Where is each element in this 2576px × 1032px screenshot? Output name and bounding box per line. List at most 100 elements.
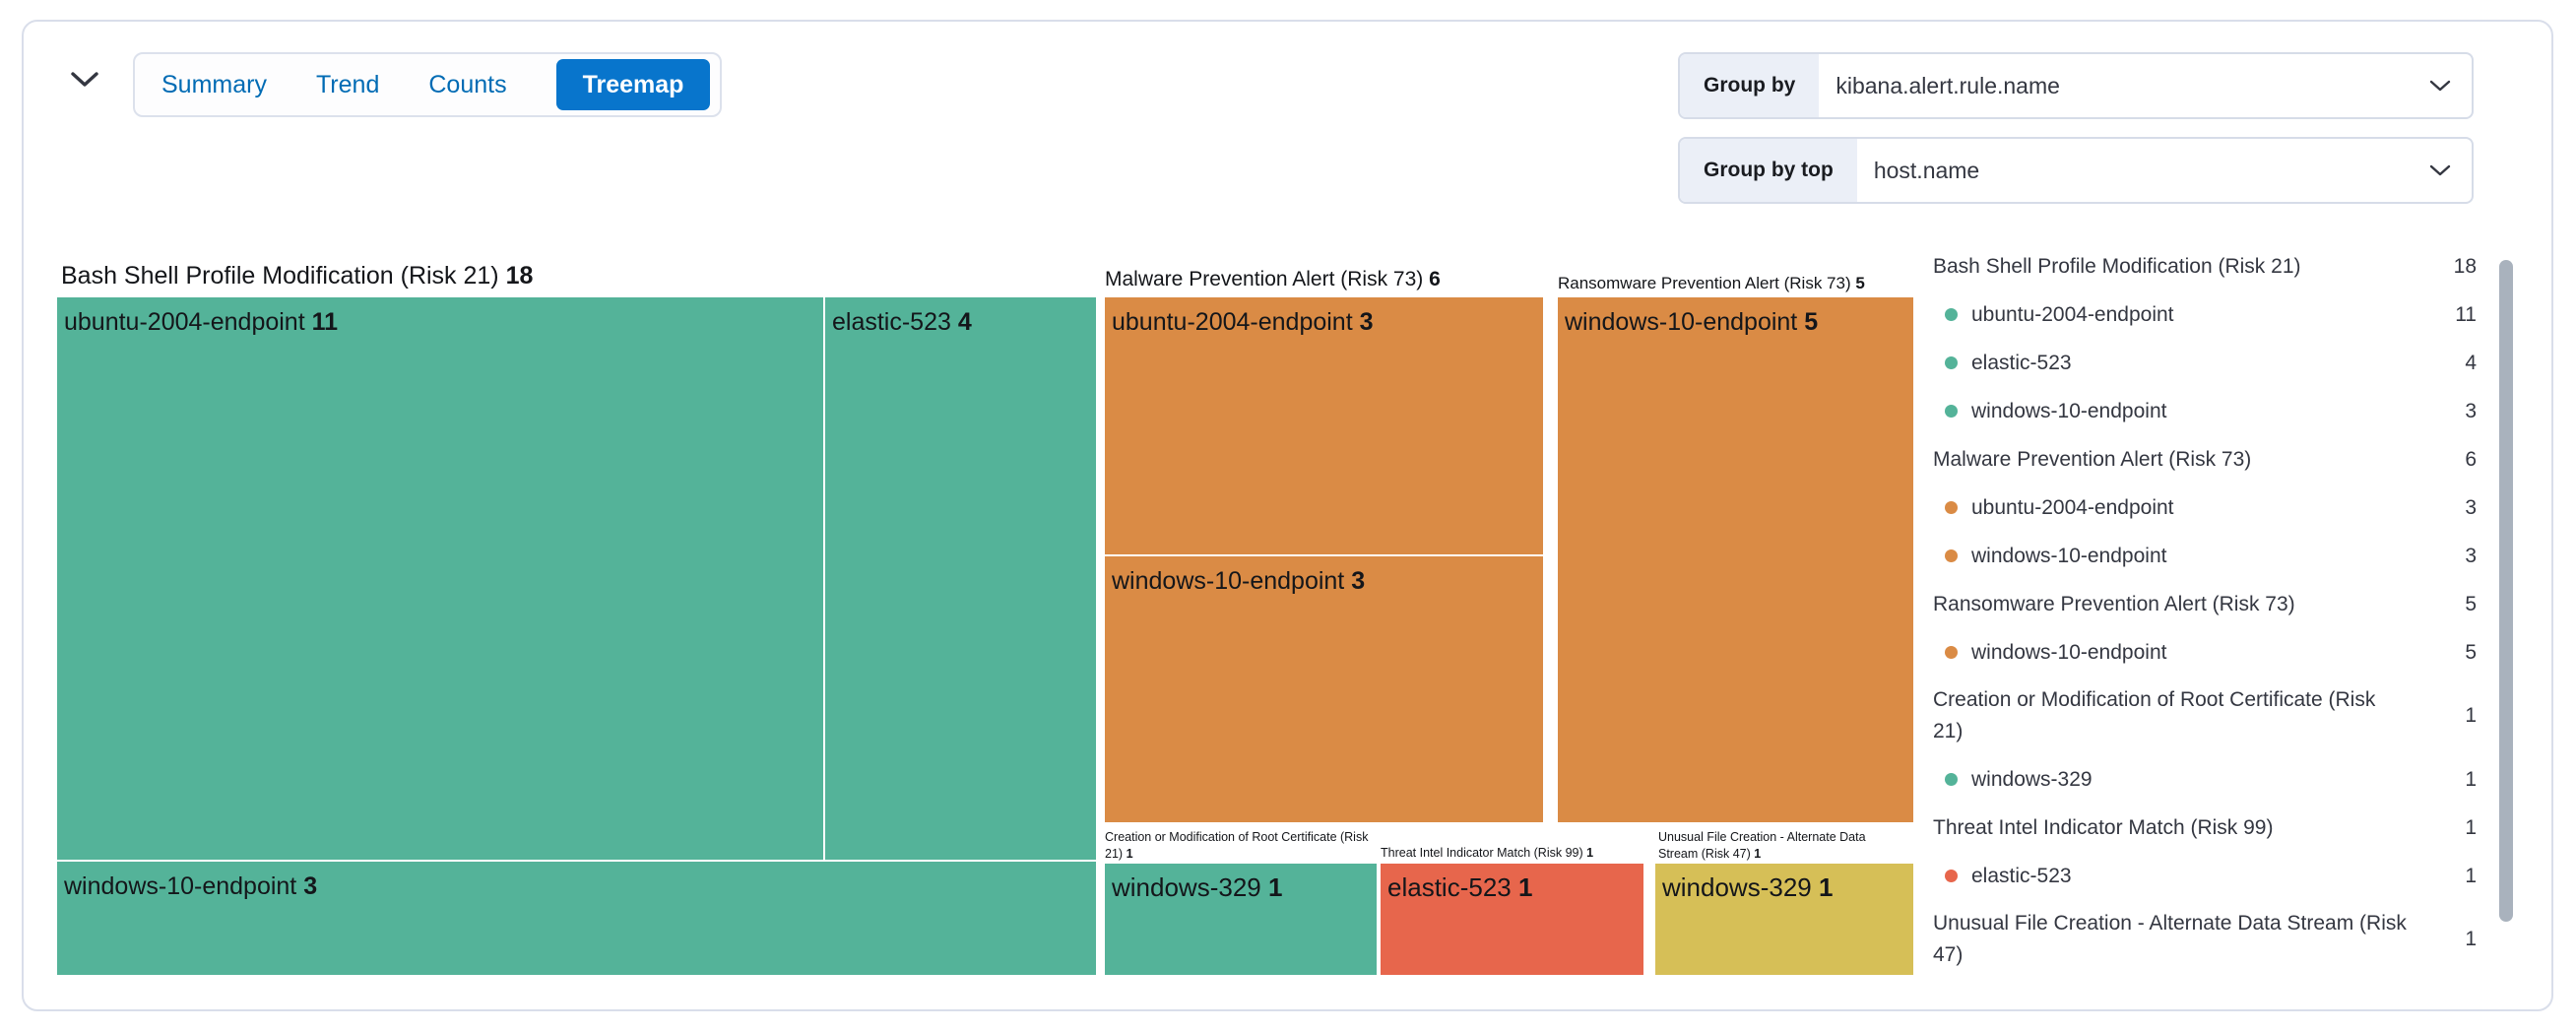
legend-row[interactable]: Ransomware Prevention Alert (Risk 73) 5 xyxy=(1933,580,2477,628)
legend-row[interactable]: Bash Shell Profile Modification (Risk 21… xyxy=(1933,242,2477,290)
tile-count: 3 xyxy=(303,872,318,900)
tile-count: 5 xyxy=(1804,308,1819,336)
group-by-top-select[interactable]: Group by top host.name xyxy=(1678,137,2474,204)
group-header-label: Threat Intel Indicator Match (Risk 99) xyxy=(1381,846,1583,860)
tab-counts[interactable]: Counts xyxy=(428,70,507,98)
legend-value: 18 xyxy=(2453,254,2477,278)
tab-summary[interactable]: Summary xyxy=(161,70,267,98)
group-header-count: 5 xyxy=(1855,274,1865,292)
legend-row[interactable]: windows-10-endpoint 5 xyxy=(1933,628,2477,677)
chart-legend: Bash Shell Profile Modification (Risk 21… xyxy=(1933,242,2477,979)
legend-value: 1 xyxy=(2465,767,2477,791)
legend-label: Malware Prevention Alert (Risk 73) xyxy=(1933,447,2252,471)
treemap-tile[interactable]: ubuntu-2004-endpoint 3 xyxy=(1105,297,1543,554)
group-by-top-label: Group by top xyxy=(1680,139,1857,202)
legend-value: 3 xyxy=(2465,544,2477,567)
treemap-tile[interactable]: elastic-523 1 xyxy=(1381,864,1643,975)
legend-color-dot xyxy=(1945,870,1958,882)
legend-label: elastic-523 xyxy=(1971,351,2072,374)
tab-trend[interactable]: Trend xyxy=(315,70,380,98)
treemap-tile[interactable]: windows-10-endpoint 3 xyxy=(57,862,1096,975)
legend-value: 1 xyxy=(2465,864,2477,887)
chevron-down-icon xyxy=(2428,54,2472,117)
legend-scrollbar-thumb[interactable] xyxy=(2499,260,2513,922)
treemap-group-header: Creation or Modification of Root Certifi… xyxy=(1105,829,1388,862)
legend-label: windows-10-endpoint xyxy=(1971,544,2167,567)
tile-count: 1 xyxy=(1818,872,1834,902)
legend-value: 11 xyxy=(2455,302,2477,326)
legend-label: Creation or Modification of Root Certifi… xyxy=(1933,688,2376,742)
group-by-label: Group by xyxy=(1680,54,1820,117)
legend-row[interactable]: windows-10-endpoint 3 xyxy=(1933,532,2477,580)
treemap-group-header: Threat Intel Indicator Match (Risk 99) 1 xyxy=(1381,845,1656,862)
tab-treemap[interactable]: Treemap xyxy=(555,59,711,110)
treemap-tile[interactable]: windows-10-endpoint 3 xyxy=(1105,556,1543,822)
legend-label: Bash Shell Profile Modification (Risk 21… xyxy=(1933,254,2301,278)
legend-row[interactable]: Threat Intel Indicator Match (Risk 99) 1 xyxy=(1933,804,2477,852)
legend-row[interactable]: windows-10-endpoint 3 xyxy=(1933,387,2477,435)
legend-value: 5 xyxy=(2465,640,2477,664)
legend-label: ubuntu-2004-endpoint xyxy=(1971,302,2174,326)
tile-host-label: ubuntu-2004-endpoint xyxy=(1112,308,1353,336)
alerts-view-tab-group: Summary Trend Counts Treemap xyxy=(133,52,722,117)
treemap-group-header: Bash Shell Profile Modification (Risk 21… xyxy=(61,262,533,290)
group-header-count: 6 xyxy=(1429,268,1441,290)
tile-count: 11 xyxy=(311,308,339,336)
legend-color-dot xyxy=(1945,405,1958,418)
group-header-count: 1 xyxy=(1754,846,1762,861)
treemap-tile[interactable]: windows-329 1 xyxy=(1105,864,1377,975)
tile-count: 1 xyxy=(1267,872,1283,902)
group-header-label: Ransomware Prevention Alert (Risk 73) xyxy=(1558,274,1851,292)
tile-host-label: elastic-523 xyxy=(1387,872,1512,902)
legend-value: 4 xyxy=(2465,351,2477,374)
legend-value: 1 xyxy=(2465,928,2477,950)
group-by-top-value: host.name xyxy=(1873,157,1980,183)
group-header-count: 1 xyxy=(1586,846,1594,860)
legend-value: 1 xyxy=(2465,704,2477,727)
legend-label: windows-10-endpoint xyxy=(1971,399,2167,422)
legend-row[interactable]: ubuntu-2004-endpoint 11 xyxy=(1933,290,2477,339)
group-header-label: Creation or Modification of Root Certifi… xyxy=(1105,830,1369,861)
treemap-group-header: Unusual File Creation - Alternate Data S… xyxy=(1658,829,1906,862)
legend-row[interactable]: ubuntu-2004-endpoint 3 xyxy=(1933,484,2477,532)
legend-color-dot xyxy=(1945,773,1958,786)
treemap-tile[interactable]: windows-10-endpoint 5 xyxy=(1558,297,1913,822)
legend-label: Unusual File Creation - Alternate Data S… xyxy=(1933,912,2407,966)
legend-row[interactable]: elastic-523 4 xyxy=(1933,339,2477,387)
tile-host-label: windows-10-endpoint xyxy=(1565,308,1798,336)
legend-color-dot xyxy=(1945,501,1958,514)
legend-color-dot xyxy=(1945,549,1958,562)
treemap-tile[interactable]: ubuntu-2004-endpoint 11 xyxy=(57,297,823,860)
collapse-section-button[interactable] xyxy=(63,61,106,100)
legend-value: 3 xyxy=(2465,495,2477,519)
legend-color-dot xyxy=(1945,308,1958,321)
treemap-group-header: Ransomware Prevention Alert (Risk 73) 5 xyxy=(1558,274,1865,293)
legend-value: 5 xyxy=(2465,592,2477,615)
group-header-count: 1 xyxy=(1126,846,1133,861)
group-by-value: kibana.alert.rule.name xyxy=(1835,72,2060,98)
tile-host-label: ubuntu-2004-endpoint xyxy=(64,308,305,336)
group-header-label: Bash Shell Profile Modification (Risk 21… xyxy=(61,262,499,290)
legend-row[interactable]: Unusual File Creation - Alternate Data S… xyxy=(1933,900,2477,979)
treemap-tile[interactable]: elastic-523 4 xyxy=(825,297,1096,860)
treemap-tile[interactable]: windows-329 1 xyxy=(1655,864,1913,975)
legend-value: 6 xyxy=(2465,447,2477,471)
tile-host-label: windows-329 xyxy=(1662,872,1812,902)
tile-host-label: windows-10-endpoint xyxy=(1112,567,1345,595)
legend-label: Threat Intel Indicator Match (Risk 99) xyxy=(1933,815,2274,839)
legend-label: ubuntu-2004-endpoint xyxy=(1971,495,2174,519)
group-by-select[interactable]: Group by kibana.alert.rule.name xyxy=(1678,52,2474,119)
tile-host-label: windows-10-endpoint xyxy=(64,872,297,900)
group-header-label: Unusual File Creation - Alternate Data S… xyxy=(1658,830,1866,861)
chevron-down-icon xyxy=(2428,139,2472,202)
legend-label: elastic-523 xyxy=(1971,864,2072,887)
legend-row[interactable]: windows-329 1 xyxy=(1933,755,2477,804)
legend-row[interactable]: elastic-523 1 xyxy=(1933,852,2477,900)
legend-row[interactable]: Creation or Modification of Root Certifi… xyxy=(1933,677,2477,755)
legend-label: windows-329 xyxy=(1971,767,2093,791)
legend-row[interactable]: Malware Prevention Alert (Risk 73) 6 xyxy=(1933,435,2477,484)
group-header-label: Malware Prevention Alert (Risk 73) xyxy=(1105,268,1424,290)
legend-label: windows-10-endpoint xyxy=(1971,640,2167,664)
tile-count: 4 xyxy=(957,308,972,336)
treemap-group-header: Malware Prevention Alert (Risk 73) 6 xyxy=(1105,268,1441,291)
